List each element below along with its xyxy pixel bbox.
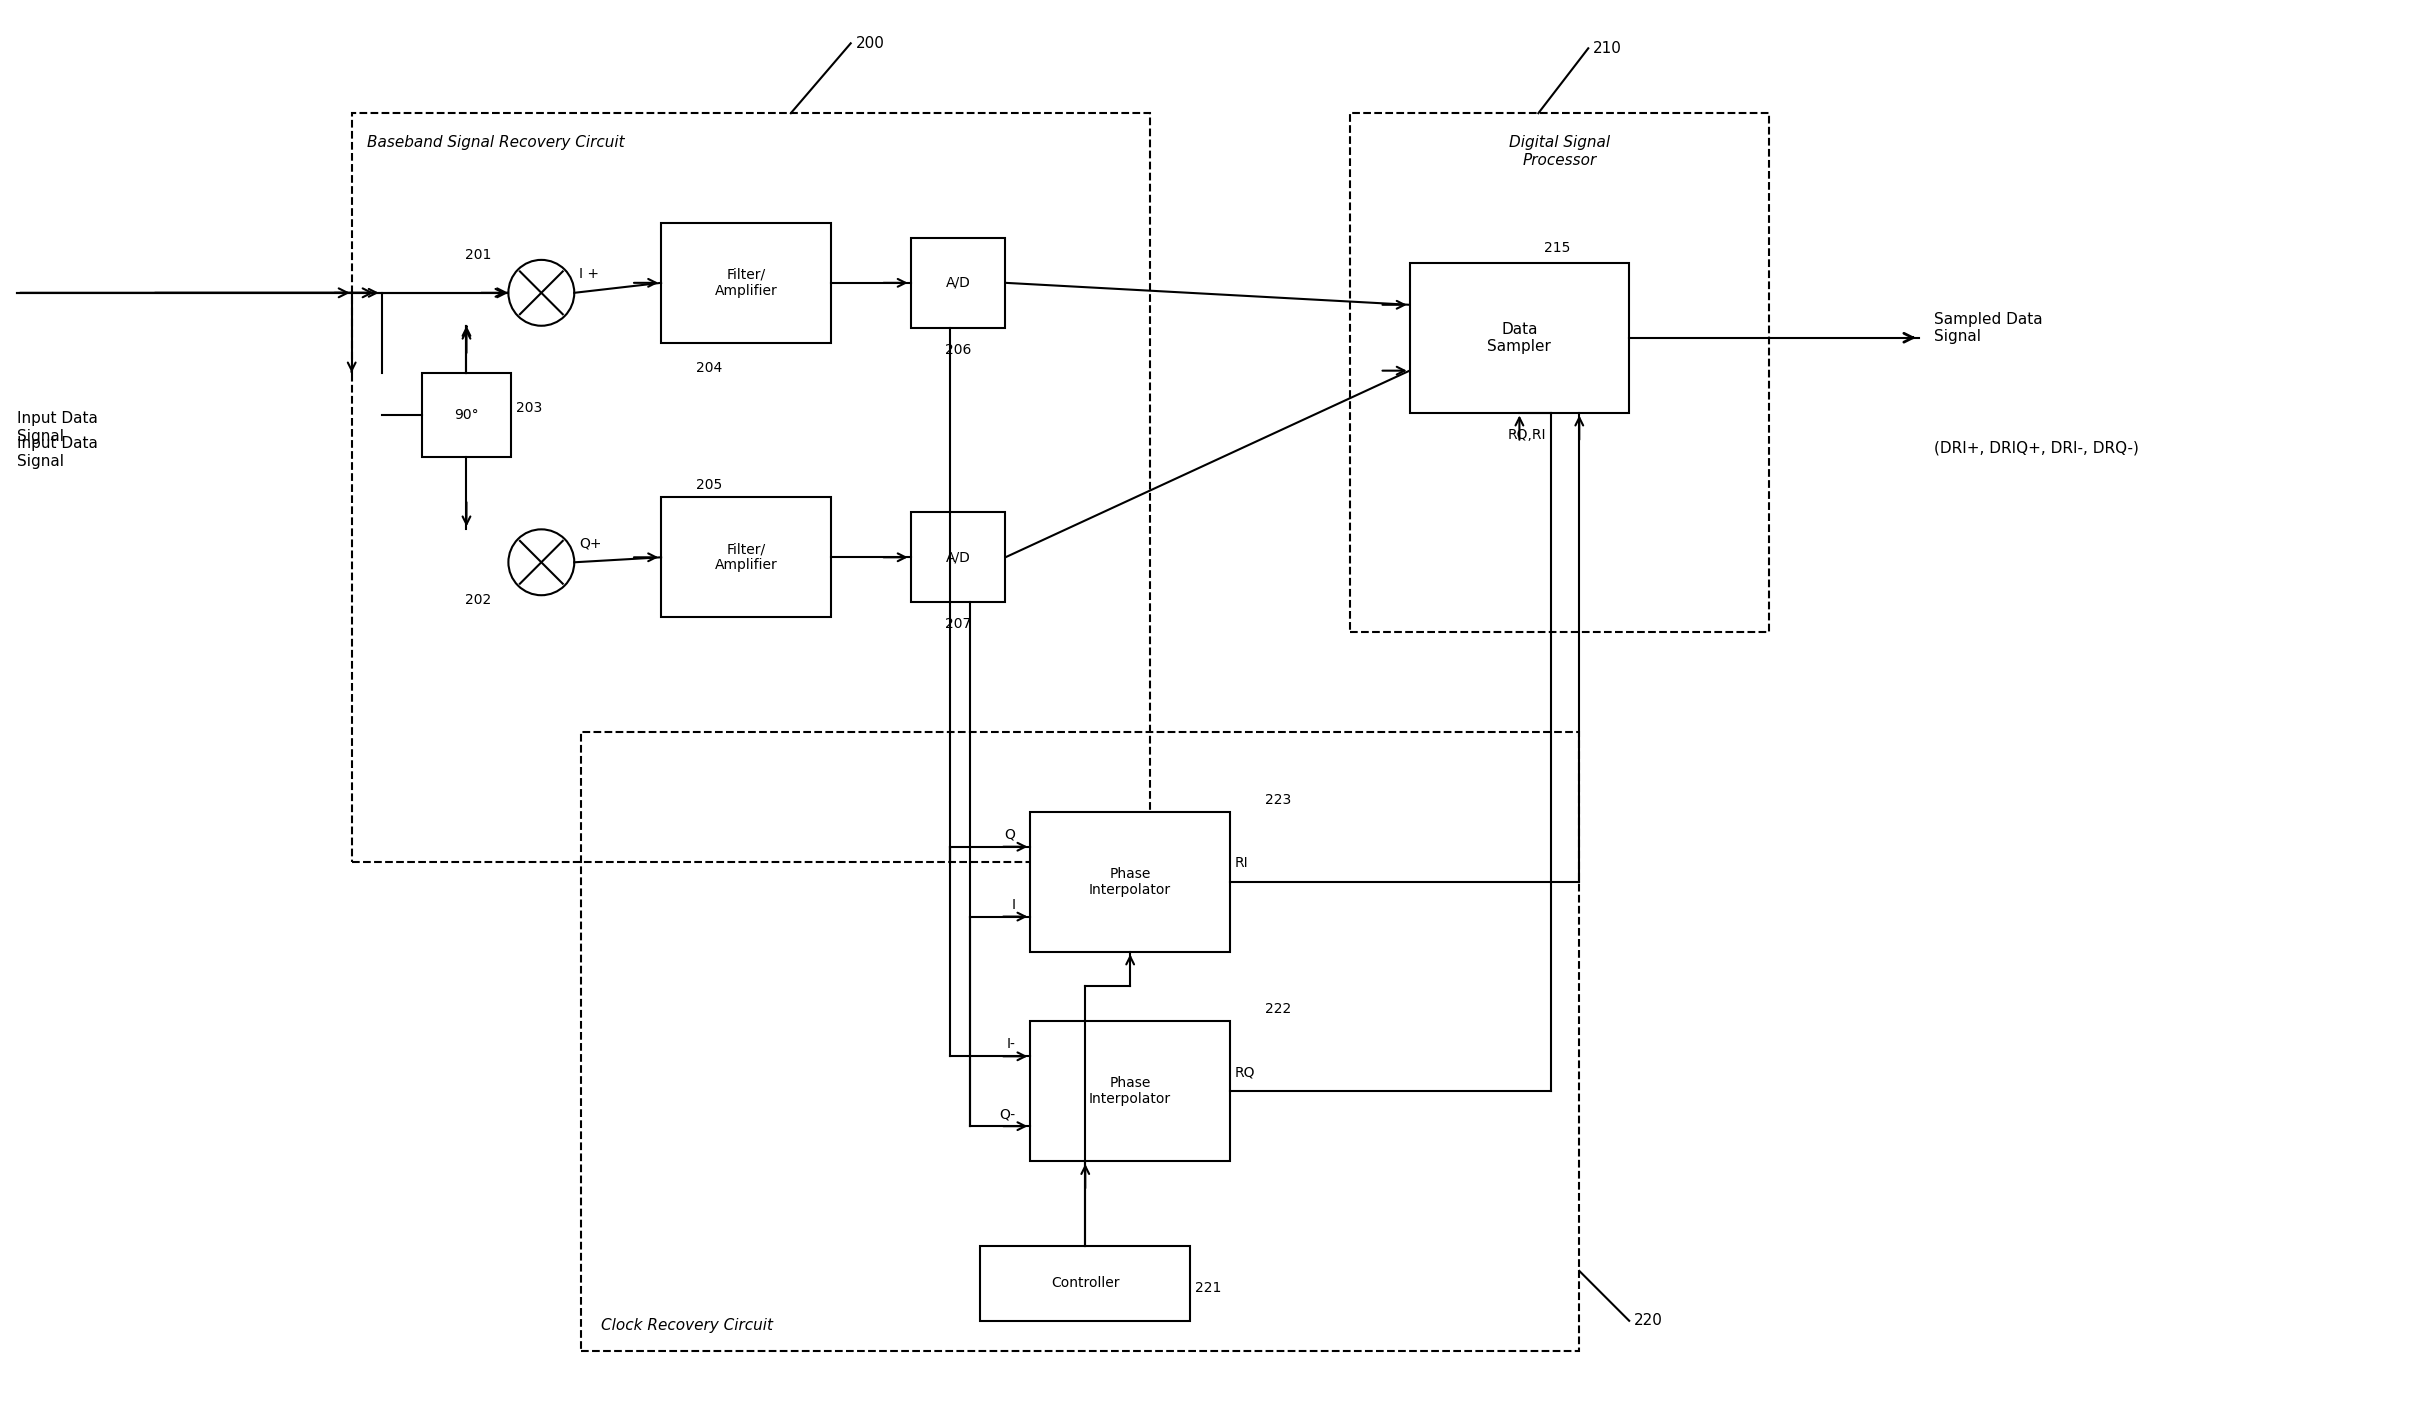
Text: 215: 215 [1543, 241, 1570, 256]
FancyBboxPatch shape [1030, 812, 1229, 952]
FancyBboxPatch shape [1409, 263, 1628, 412]
Text: Phase
Interpolator: Phase Interpolator [1088, 1076, 1171, 1107]
Text: Controller: Controller [1051, 1276, 1120, 1291]
Text: Sampled Data
Signal: Sampled Data Signal [1933, 312, 2042, 345]
Text: RI: RI [1234, 856, 1249, 870]
Text: Q-: Q- [1000, 1107, 1015, 1121]
Text: Phase
Interpolator: Phase Interpolator [1088, 867, 1171, 897]
Text: 201: 201 [465, 249, 492, 261]
Text: Input Data
Signal: Input Data Signal [17, 436, 97, 469]
Text: (DRI+, DRIQ+, DRI-, DRQ-): (DRI+, DRIQ+, DRI-, DRQ-) [1933, 441, 2139, 455]
Text: 207: 207 [944, 617, 971, 631]
FancyBboxPatch shape [910, 239, 1005, 328]
Text: A/D: A/D [944, 551, 971, 565]
FancyBboxPatch shape [981, 1245, 1190, 1320]
Text: Data
Sampler: Data Sampler [1487, 322, 1550, 354]
Text: Filter/
Amplifier: Filter/ Amplifier [716, 542, 776, 572]
Text: Baseband Signal Recovery Circuit: Baseband Signal Recovery Circuit [368, 136, 623, 150]
Text: 202: 202 [465, 593, 492, 607]
Text: I +: I + [579, 267, 599, 281]
Text: 205: 205 [696, 479, 723, 493]
Text: 204: 204 [696, 360, 723, 374]
FancyBboxPatch shape [910, 513, 1005, 602]
Text: 210: 210 [1594, 41, 1621, 56]
Text: 222: 222 [1266, 1003, 1290, 1017]
Text: RQ,RI: RQ,RI [1507, 428, 1546, 442]
Text: RQ: RQ [1234, 1065, 1256, 1079]
Text: 221: 221 [1195, 1281, 1222, 1295]
Text: Q: Q [1005, 827, 1015, 842]
Text: 200: 200 [857, 35, 884, 51]
FancyBboxPatch shape [421, 373, 511, 457]
Text: Filter/
Amplifier: Filter/ Amplifier [716, 268, 776, 298]
Text: 203: 203 [516, 401, 543, 415]
Text: 223: 223 [1266, 792, 1290, 806]
Text: I: I [1013, 898, 1015, 912]
Text: Clock Recovery Circuit: Clock Recovery Circuit [601, 1317, 774, 1333]
FancyBboxPatch shape [662, 497, 830, 617]
FancyBboxPatch shape [662, 223, 830, 343]
Text: A/D: A/D [944, 275, 971, 289]
Text: Q+: Q+ [579, 537, 601, 551]
Text: 90°: 90° [455, 408, 479, 422]
Text: 220: 220 [1633, 1313, 1662, 1329]
Text: Input Data
Signal: Input Data Signal [17, 411, 97, 443]
Text: 206: 206 [944, 343, 971, 357]
Text: Digital Signal
Processor: Digital Signal Processor [1509, 136, 1609, 168]
FancyBboxPatch shape [1030, 1021, 1229, 1161]
Text: I-: I- [1008, 1038, 1015, 1052]
